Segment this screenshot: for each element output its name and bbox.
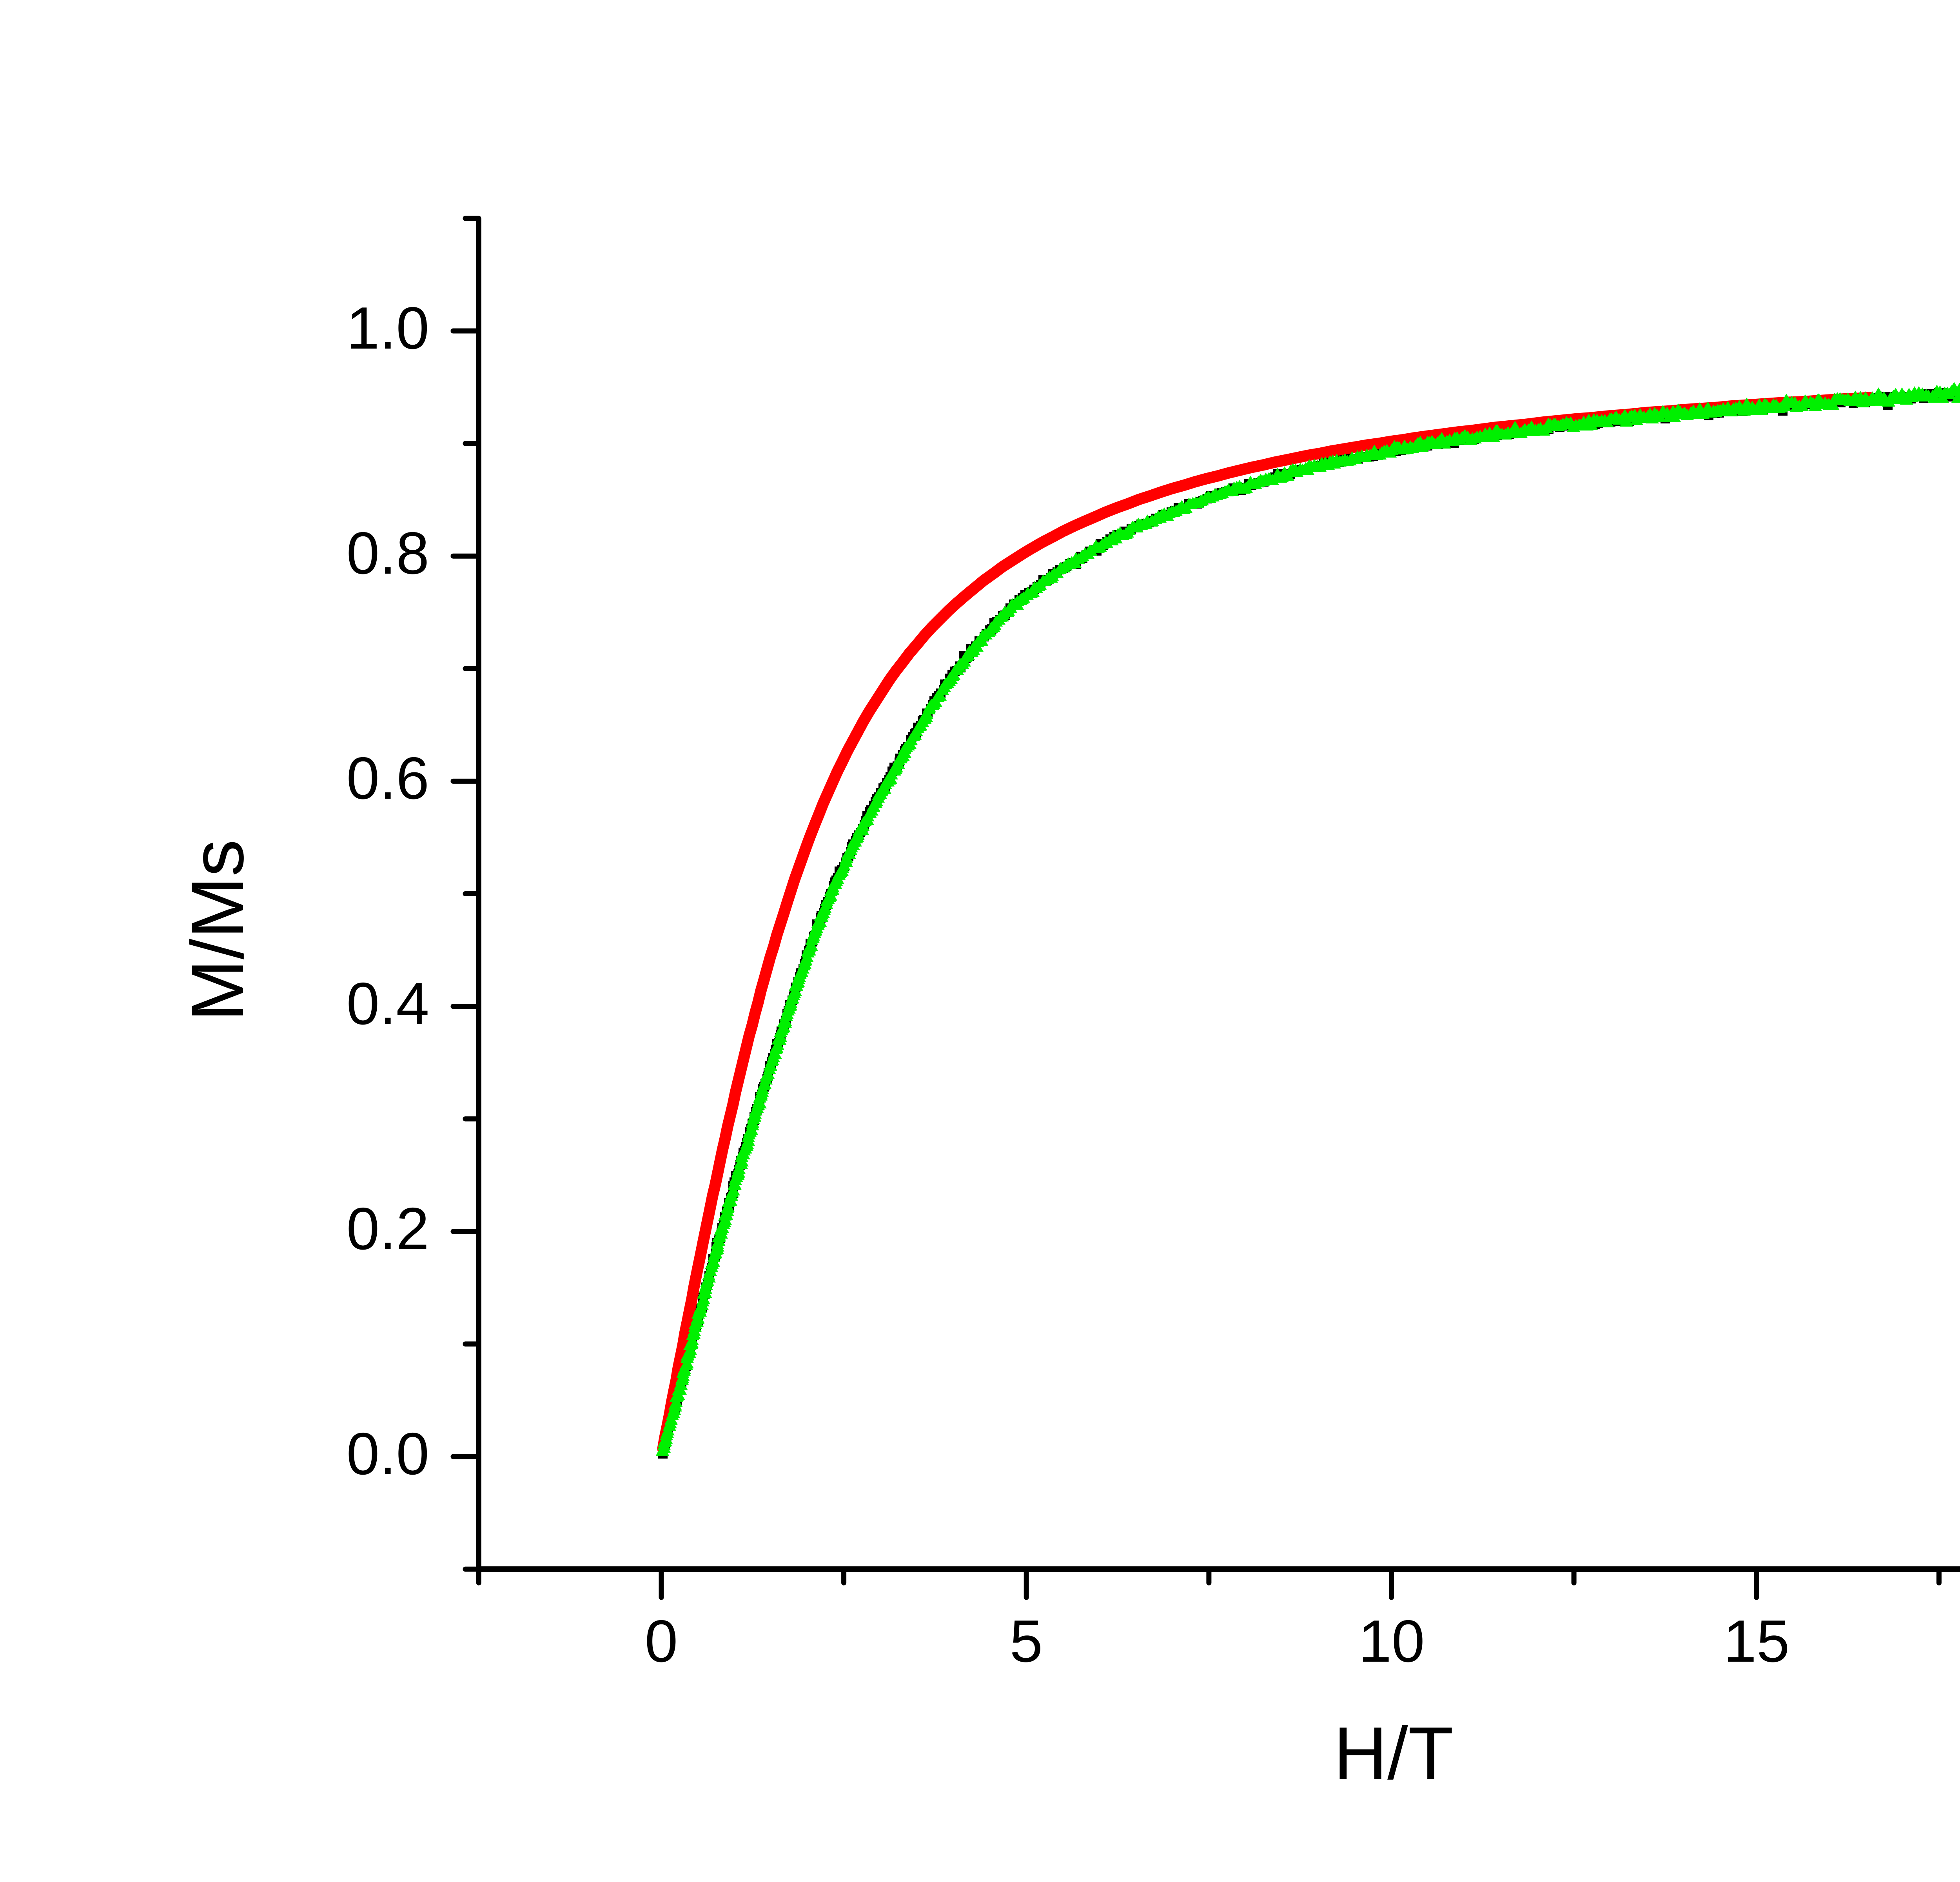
- svg-text:15: 15: [1723, 1608, 1789, 1675]
- svg-text:0.8: 0.8: [347, 520, 429, 587]
- svg-text:0.0: 0.0: [347, 1421, 429, 1487]
- svg-text:0.6: 0.6: [347, 745, 429, 812]
- svg-text:0.4: 0.4: [347, 970, 429, 1037]
- svg-text:M/Ms: M/Ms: [176, 839, 259, 1021]
- svg-text:1.0: 1.0: [347, 295, 429, 362]
- svg-text:10: 10: [1358, 1608, 1425, 1675]
- svg-text:0: 0: [645, 1608, 678, 1675]
- svg-text:5: 5: [1010, 1608, 1043, 1675]
- svg-text:0.2: 0.2: [347, 1195, 429, 1262]
- svg-text:H/T: H/T: [1334, 1712, 1454, 1795]
